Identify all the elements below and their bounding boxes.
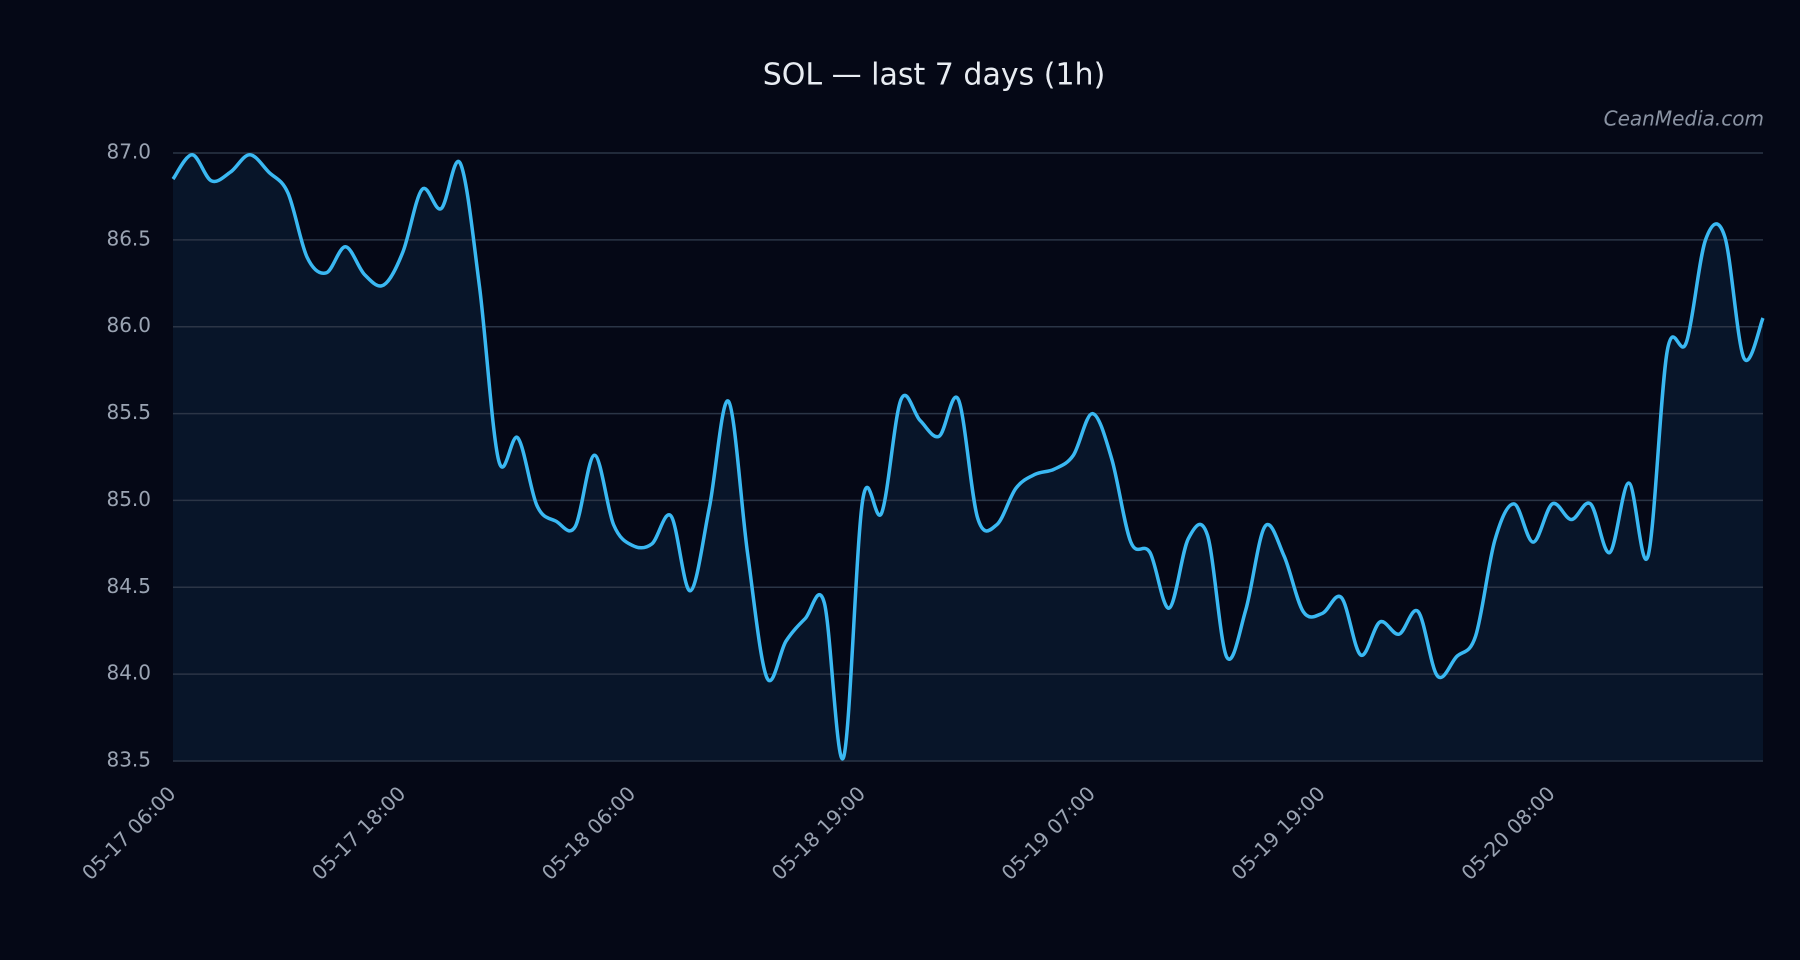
y-tick-label: 86.0 xyxy=(106,313,151,337)
line xyxy=(171,152,1765,761)
y-tick-label: 83.5 xyxy=(106,748,151,772)
y-tick-label: 86.5 xyxy=(106,226,151,250)
y-tick-label: 87.0 xyxy=(106,140,151,164)
y-tick-label: 84.0 xyxy=(106,661,151,685)
y-tick-label: 85.0 xyxy=(106,487,151,511)
y-tick-label: 85.5 xyxy=(106,400,151,424)
watermark: CeanMedia.com xyxy=(1604,107,1764,131)
y-tick-label: 84.5 xyxy=(106,574,151,598)
chart-title: SOL — last 7 days (1h) xyxy=(763,58,1106,93)
